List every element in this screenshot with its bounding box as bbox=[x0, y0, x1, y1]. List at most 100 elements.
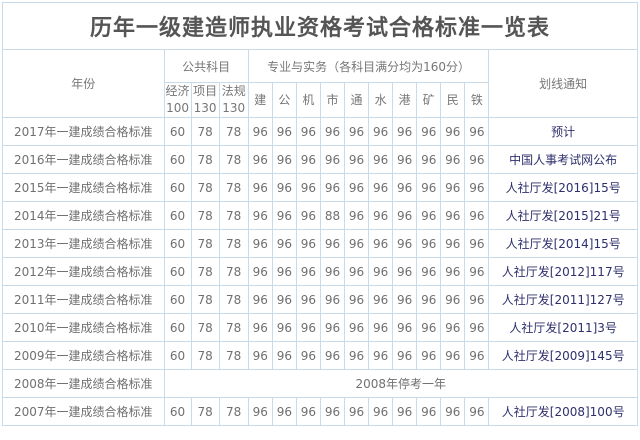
score-cell: 96 bbox=[295, 257, 321, 286]
score-cell: 78 bbox=[218, 229, 249, 258]
professional-subject-header: 公 bbox=[271, 82, 297, 118]
score-cell: 60 bbox=[163, 341, 192, 370]
year-cell: 2007年一建成绩合格标准 bbox=[2, 397, 165, 426]
year-cell: 2017年一建成绩合格标准 bbox=[2, 117, 165, 146]
notice-link[interactable]: 人社厅发[2012]117号 bbox=[488, 257, 638, 286]
score-cell: 96 bbox=[368, 313, 394, 342]
table-row: 2015年一建成绩合格标准 60 78 78 96 96 96 96 96 96 96 96 96 96 人… bbox=[2, 173, 638, 202]
notice-link[interactable]: 人社厅发[2014]15号 bbox=[488, 229, 638, 258]
score-cell: 96 bbox=[392, 229, 418, 258]
table-row: 2010年一建成绩合格标准 60 78 78 96 96 96 96 96 96 96 96 96 96 人… bbox=[2, 313, 638, 342]
score-cell: 96 bbox=[247, 313, 273, 342]
professional-subject-header: 市 bbox=[319, 82, 345, 118]
score-cell: 96 bbox=[392, 313, 418, 342]
score-cell: 78 bbox=[218, 257, 249, 286]
year-cell: 2011年一建成绩合格标准 bbox=[2, 285, 165, 314]
score-cell: 96 bbox=[368, 201, 394, 230]
score-cell: 96 bbox=[319, 313, 345, 342]
notice-link[interactable]: 中国人事考试网公布 bbox=[488, 145, 638, 174]
score-cell: 96 bbox=[464, 313, 490, 342]
score-cell: 96 bbox=[368, 257, 394, 286]
score-cell: 78 bbox=[190, 257, 220, 286]
score-cell: 60 bbox=[163, 313, 192, 342]
score-cell: 96 bbox=[368, 173, 394, 202]
score-cell: 96 bbox=[416, 397, 442, 426]
score-cell: 78 bbox=[218, 201, 249, 230]
score-cell: 96 bbox=[271, 201, 297, 230]
score-cell: 96 bbox=[295, 173, 321, 202]
notice-link[interactable]: 预计 bbox=[488, 117, 638, 146]
score-cell: 96 bbox=[247, 173, 273, 202]
score-cell: 78 bbox=[190, 145, 220, 174]
score-cell: 78 bbox=[190, 285, 220, 314]
score-cell: 96 bbox=[464, 397, 490, 426]
score-cell: 96 bbox=[343, 257, 370, 286]
score-cell: 96 bbox=[392, 285, 418, 314]
professional-subject-header: 通 bbox=[343, 82, 370, 118]
score-cell: 96 bbox=[295, 285, 321, 314]
table-row: 2007年一建成绩合格标准 60 78 78 96 96 96 96 96 96 96 96 96 96 人… bbox=[2, 397, 638, 426]
header-row-1: 年份 公共科目 专业与实务（各科目满分均为160分） 划线通知 bbox=[2, 49, 638, 118]
score-cell: 96 bbox=[392, 257, 418, 286]
score-cell: 88 bbox=[319, 201, 345, 230]
title-row: 历年一级建造师执业资格考试合格标准一览表 bbox=[2, 2, 638, 50]
score-cell: 96 bbox=[295, 117, 321, 146]
score-cell: 96 bbox=[416, 313, 442, 342]
score-cell: 96 bbox=[295, 313, 321, 342]
notice-link[interactable]: 人社厅发[2015]21号 bbox=[488, 201, 638, 230]
score-cell: 96 bbox=[440, 173, 466, 202]
score-cell: 78 bbox=[190, 341, 220, 370]
score-cell: 96 bbox=[392, 145, 418, 174]
score-cell: 96 bbox=[416, 229, 442, 258]
merged-note-cell: 2008年停考一年 bbox=[163, 369, 638, 398]
notice-link[interactable]: 人社厅发[2011]127号 bbox=[488, 285, 638, 314]
year-cell: 2008年一建成绩合格标准 bbox=[2, 369, 165, 398]
score-cell: 96 bbox=[440, 229, 466, 258]
professional-subject-header: 建 bbox=[247, 82, 273, 118]
notice-link[interactable]: 人社厅发[2011]3号 bbox=[488, 313, 638, 342]
score-cell: 96 bbox=[464, 229, 490, 258]
score-cell: 96 bbox=[464, 201, 490, 230]
score-cell: 96 bbox=[271, 229, 297, 258]
score-cell: 96 bbox=[247, 229, 273, 258]
score-cell: 96 bbox=[440, 145, 466, 174]
score-cell: 96 bbox=[271, 173, 297, 202]
score-cell: 60 bbox=[163, 397, 192, 426]
year-cell: 2013年一建成绩合格标准 bbox=[2, 229, 165, 258]
score-cell: 96 bbox=[247, 117, 273, 146]
notice-header: 划线通知 bbox=[488, 49, 638, 118]
professional-subject-header: 港 bbox=[392, 82, 418, 118]
score-cell: 96 bbox=[343, 173, 370, 202]
score-cell: 96 bbox=[440, 257, 466, 286]
score-cell: 96 bbox=[271, 145, 297, 174]
page-title: 历年一级建造师执业资格考试合格标准一览表 bbox=[2, 2, 638, 50]
score-cell: 96 bbox=[368, 145, 394, 174]
score-cell: 78 bbox=[218, 313, 249, 342]
score-cell: 78 bbox=[190, 397, 220, 426]
score-cell: 60 bbox=[163, 229, 192, 258]
professional-subject-header: 矿 bbox=[416, 82, 442, 118]
score-cell: 96 bbox=[271, 117, 297, 146]
score-cell: 96 bbox=[295, 397, 321, 426]
score-cell: 96 bbox=[271, 257, 297, 286]
score-cell: 96 bbox=[416, 201, 442, 230]
score-cell: 96 bbox=[368, 341, 394, 370]
year-cell: 2015年一建成绩合格标准 bbox=[2, 173, 165, 202]
table-row: 2017年一建成绩合格标准 60 78 78 96 96 96 96 96 96 96 96 96 96 预… bbox=[2, 117, 638, 146]
score-cell: 96 bbox=[368, 117, 394, 146]
score-cell: 60 bbox=[163, 257, 192, 286]
score-cell: 96 bbox=[464, 285, 490, 314]
score-cell: 78 bbox=[190, 313, 220, 342]
score-cell: 96 bbox=[319, 341, 345, 370]
notice-link[interactable]: 人社厅发[2008]100号 bbox=[488, 397, 638, 426]
score-cell: 96 bbox=[368, 229, 394, 258]
score-cell: 96 bbox=[247, 397, 273, 426]
year-cell: 2012年一建成绩合格标准 bbox=[2, 257, 165, 286]
notice-link[interactable]: 人社厅发[2009]145号 bbox=[488, 341, 638, 370]
year-header: 年份 bbox=[2, 49, 165, 118]
score-cell: 96 bbox=[295, 341, 321, 370]
score-cell: 96 bbox=[343, 397, 370, 426]
score-cell: 60 bbox=[163, 201, 192, 230]
notice-link[interactable]: 人社厅发[2016]15号 bbox=[488, 173, 638, 202]
public-subject-header: 经济 100 bbox=[163, 82, 192, 118]
